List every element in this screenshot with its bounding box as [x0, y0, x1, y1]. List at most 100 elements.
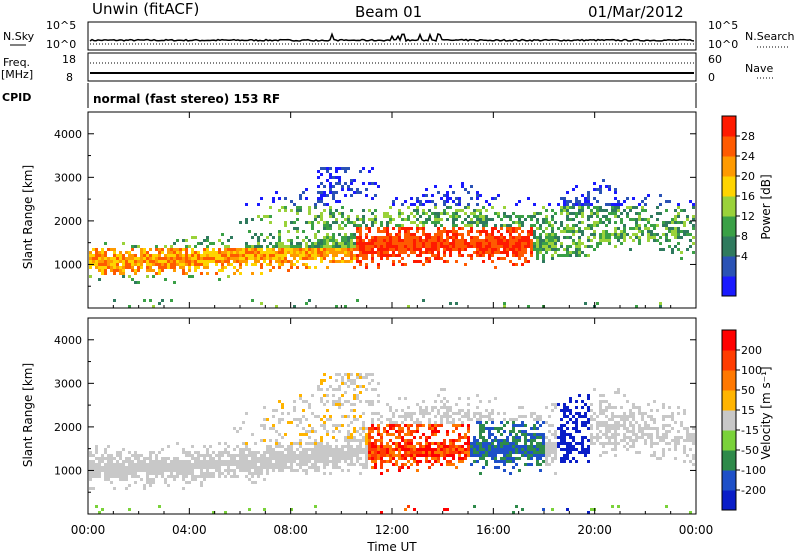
velocity-cell	[512, 418, 515, 421]
velocity-cell	[344, 436, 347, 439]
velocity-cell	[596, 439, 599, 442]
power-cell	[326, 266, 329, 269]
power-cell	[677, 206, 680, 209]
power-cell	[533, 236, 536, 239]
power-cell	[581, 221, 584, 224]
power-cell	[563, 197, 566, 200]
power-cell	[383, 248, 386, 251]
velocity-cell	[536, 421, 539, 424]
velocity-cell	[281, 463, 284, 466]
power-cell	[284, 224, 287, 227]
power-cell	[410, 242, 413, 245]
power-cell	[311, 251, 314, 254]
velocity-cell	[530, 445, 533, 448]
power-cell	[524, 242, 527, 245]
velocity-cell	[314, 415, 317, 418]
velocity-cell	[587, 406, 590, 409]
power-cell	[536, 221, 539, 224]
velocity-cell	[428, 445, 431, 448]
power-cell	[140, 257, 143, 260]
velocity-cell	[158, 466, 161, 469]
power-cell	[362, 251, 365, 254]
velocity-cell	[293, 409, 296, 412]
velocity-cell	[341, 403, 344, 406]
power-cell	[266, 257, 269, 260]
velocity-cell	[593, 418, 596, 421]
power-cell	[446, 239, 449, 242]
power-cell	[407, 227, 410, 230]
velocity-cell	[359, 448, 362, 451]
power-cell	[488, 245, 491, 248]
velocity-cell	[215, 454, 218, 457]
velocity-cell	[620, 415, 623, 418]
power-cell	[245, 245, 248, 248]
velocity-cell	[347, 457, 350, 460]
velocity-cell	[98, 463, 101, 466]
power-cell	[347, 167, 350, 170]
velocity-cell	[176, 472, 179, 475]
power-cell	[464, 263, 467, 266]
velocity-cell	[392, 454, 395, 457]
power-cell	[572, 212, 575, 215]
power-cell	[638, 215, 641, 218]
velocity-cell	[443, 397, 446, 400]
velocity-cell	[650, 439, 653, 442]
power-cell	[377, 248, 380, 251]
power-cell	[410, 239, 413, 242]
power-cell	[479, 194, 482, 197]
power-cell	[557, 248, 560, 251]
power-cell	[446, 248, 449, 251]
velocity-cell	[470, 451, 473, 454]
velocity-cell	[209, 460, 212, 463]
velocity-cell	[224, 463, 227, 466]
velocity-cell	[584, 448, 587, 451]
power-cell	[341, 215, 344, 218]
power-cell	[281, 257, 284, 260]
velocity-cell	[389, 433, 392, 436]
power-cell	[461, 248, 464, 251]
power-cell	[587, 236, 590, 239]
velocity-cell	[347, 442, 350, 445]
velocity-cell	[395, 460, 398, 463]
velocity-cell	[590, 415, 593, 418]
power-cell	[395, 224, 398, 227]
power-cell	[221, 233, 224, 236]
velocity-cell	[404, 418, 407, 421]
velocity-cell	[329, 472, 332, 475]
power-cell	[650, 233, 653, 236]
power-cell	[410, 251, 413, 254]
velocity-cell	[245, 475, 248, 478]
power-cell	[512, 254, 515, 257]
power-cell	[530, 227, 533, 230]
velocity-cell	[128, 484, 131, 487]
power-cell	[557, 227, 560, 230]
power-cell	[251, 263, 254, 266]
velocity-cell	[353, 409, 356, 412]
velocity-cell	[473, 415, 476, 418]
power-cell	[572, 233, 575, 236]
power-cell	[263, 239, 266, 242]
velocity-cell	[635, 439, 638, 442]
power-cell	[323, 251, 326, 254]
velocity-cell	[548, 430, 551, 433]
velocity-cell	[386, 454, 389, 457]
velocity-cell	[509, 451, 512, 454]
power-cell	[323, 257, 326, 260]
power-cell	[578, 254, 581, 257]
velocity-cell	[161, 448, 164, 451]
velocity-cell	[494, 427, 497, 430]
velocity-cell	[278, 460, 281, 463]
power-cell	[455, 224, 458, 227]
power-cell	[188, 266, 191, 269]
power-cell	[458, 254, 461, 257]
power-colorbar-tick-label: 28	[741, 130, 755, 143]
velocity-cell	[101, 457, 104, 460]
power-cell	[239, 254, 242, 257]
power-cell	[665, 200, 668, 203]
velocity-cell	[257, 457, 260, 460]
power-cell	[269, 233, 272, 236]
power-cell	[380, 245, 383, 248]
power-cell	[158, 266, 161, 269]
power-cell	[452, 218, 455, 221]
power-cell	[182, 263, 185, 266]
